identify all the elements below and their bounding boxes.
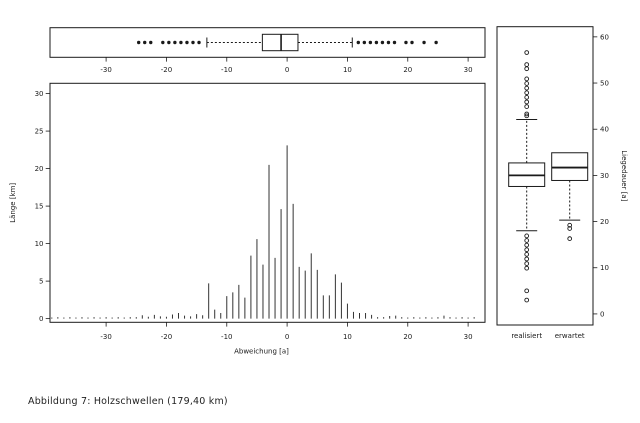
top-outlier-dot — [380, 40, 385, 45]
right-outlier-dot — [524, 85, 530, 91]
right-boxplot-panel — [496, 26, 594, 326]
top-outlier-dot — [368, 40, 373, 45]
right-outlier-dot — [524, 62, 530, 67]
top-outlier-dot — [191, 40, 195, 45]
top-outlier-dot — [136, 40, 141, 45]
main-y-axis-title: Länge [km] — [9, 183, 17, 223]
main-x-tick-label: 30 — [464, 333, 473, 341]
right-outlier-dot — [524, 94, 530, 100]
right-outlier-dot — [524, 113, 530, 119]
right-outlier-dot — [524, 265, 530, 271]
main-y-tick-label: 30 — [35, 90, 44, 98]
right-outlier-dot — [524, 111, 530, 117]
main-x-tick-label: 10 — [343, 333, 352, 341]
top-x-tick-label: -30 — [100, 66, 111, 74]
top-x-tick-label: 0 — [285, 66, 289, 74]
right-outlier-dot — [524, 66, 530, 72]
right-outlier-dot — [524, 104, 530, 109]
top-x-tick-label: -10 — [221, 66, 232, 74]
right-outlier-dot — [524, 76, 530, 82]
top-outlier-dot — [167, 40, 171, 45]
top-outlier-dot — [434, 40, 438, 45]
top-outlier-dot — [410, 40, 414, 45]
right-y-tick-label: 10 — [600, 264, 609, 272]
figure-caption: Abbildung 7: Holzschwellen (179,40 km) — [28, 396, 228, 407]
top-boxplot-panel — [49, 27, 486, 58]
top-outlier-dot — [173, 40, 177, 45]
top-outlier-dot — [143, 40, 147, 45]
right-outlier-dot — [567, 236, 573, 241]
top-outlier-dot — [185, 40, 189, 45]
top-x-tick-label: 10 — [343, 66, 352, 74]
main-y-tick-label: 5 — [39, 278, 43, 286]
right-outlier-dot — [524, 247, 530, 253]
right-y-tick-label: 30 — [600, 172, 609, 180]
right-boxplot-box — [551, 152, 589, 181]
right-outlier-dot — [524, 242, 530, 248]
right-outlier-dot — [524, 238, 530, 243]
right-group-label: realisiert — [511, 332, 542, 340]
top-outlier-dot — [374, 40, 379, 45]
main-x-tick-label: 0 — [285, 333, 289, 341]
top-x-tick-label: -20 — [161, 66, 172, 74]
main-x-axis-title: Abweichung [a] — [234, 347, 289, 355]
right-outlier-dot — [524, 256, 530, 262]
top-outlier-dot — [149, 40, 153, 45]
right-y-tick-label: 0 — [600, 310, 604, 318]
right-outlier-dot — [524, 99, 530, 105]
top-outlier-dot — [386, 40, 391, 45]
main-x-tick-label: 20 — [403, 333, 412, 341]
right-outlier-dot — [524, 50, 530, 55]
right-y-tick-label: 50 — [600, 80, 609, 88]
right-y-tick-label: 40 — [600, 126, 609, 134]
main-panel — [49, 82, 486, 323]
right-y-axis-title: Liegedauer [a] — [620, 150, 628, 202]
top-boxplot-box — [261, 33, 299, 52]
top-outlier-dot — [179, 40, 183, 45]
main-y-tick-label: 25 — [35, 128, 44, 136]
top-x-tick-label: 20 — [403, 66, 412, 74]
top-outlier-dot — [362, 40, 367, 45]
right-outlier-dot — [524, 252, 530, 257]
right-outlier-dot — [524, 288, 530, 294]
right-group-label: erwartet — [555, 332, 585, 340]
main-y-tick-label: 15 — [35, 203, 44, 211]
right-y-tick-label: 60 — [600, 33, 609, 41]
right-y-tick-label: 20 — [600, 218, 609, 226]
main-x-tick-label: -30 — [100, 333, 111, 341]
main-x-tick-label: -20 — [161, 333, 172, 341]
top-outlier-dot — [422, 40, 426, 45]
main-y-tick-label: 10 — [35, 240, 44, 248]
right-outlier-dot — [524, 81, 530, 86]
right-outlier-dot — [567, 226, 573, 231]
main-y-tick-label: 20 — [35, 165, 44, 173]
top-outlier-dot — [356, 40, 361, 45]
main-y-tick-label: 0 — [39, 315, 43, 323]
top-outlier-dot — [404, 40, 408, 45]
top-outlier-dot — [161, 40, 165, 45]
top-outlier-dot — [392, 40, 397, 45]
top-outlier-dot — [197, 40, 201, 45]
top-x-tick-label: 30 — [464, 66, 473, 74]
right-outlier-dot — [524, 297, 530, 303]
right-outlier-dot — [524, 233, 530, 239]
right-outlier-dot — [524, 90, 530, 96]
right-outlier-dot — [524, 261, 530, 266]
main-x-tick-label: -10 — [221, 333, 232, 341]
right-outlier-dot — [567, 222, 573, 228]
